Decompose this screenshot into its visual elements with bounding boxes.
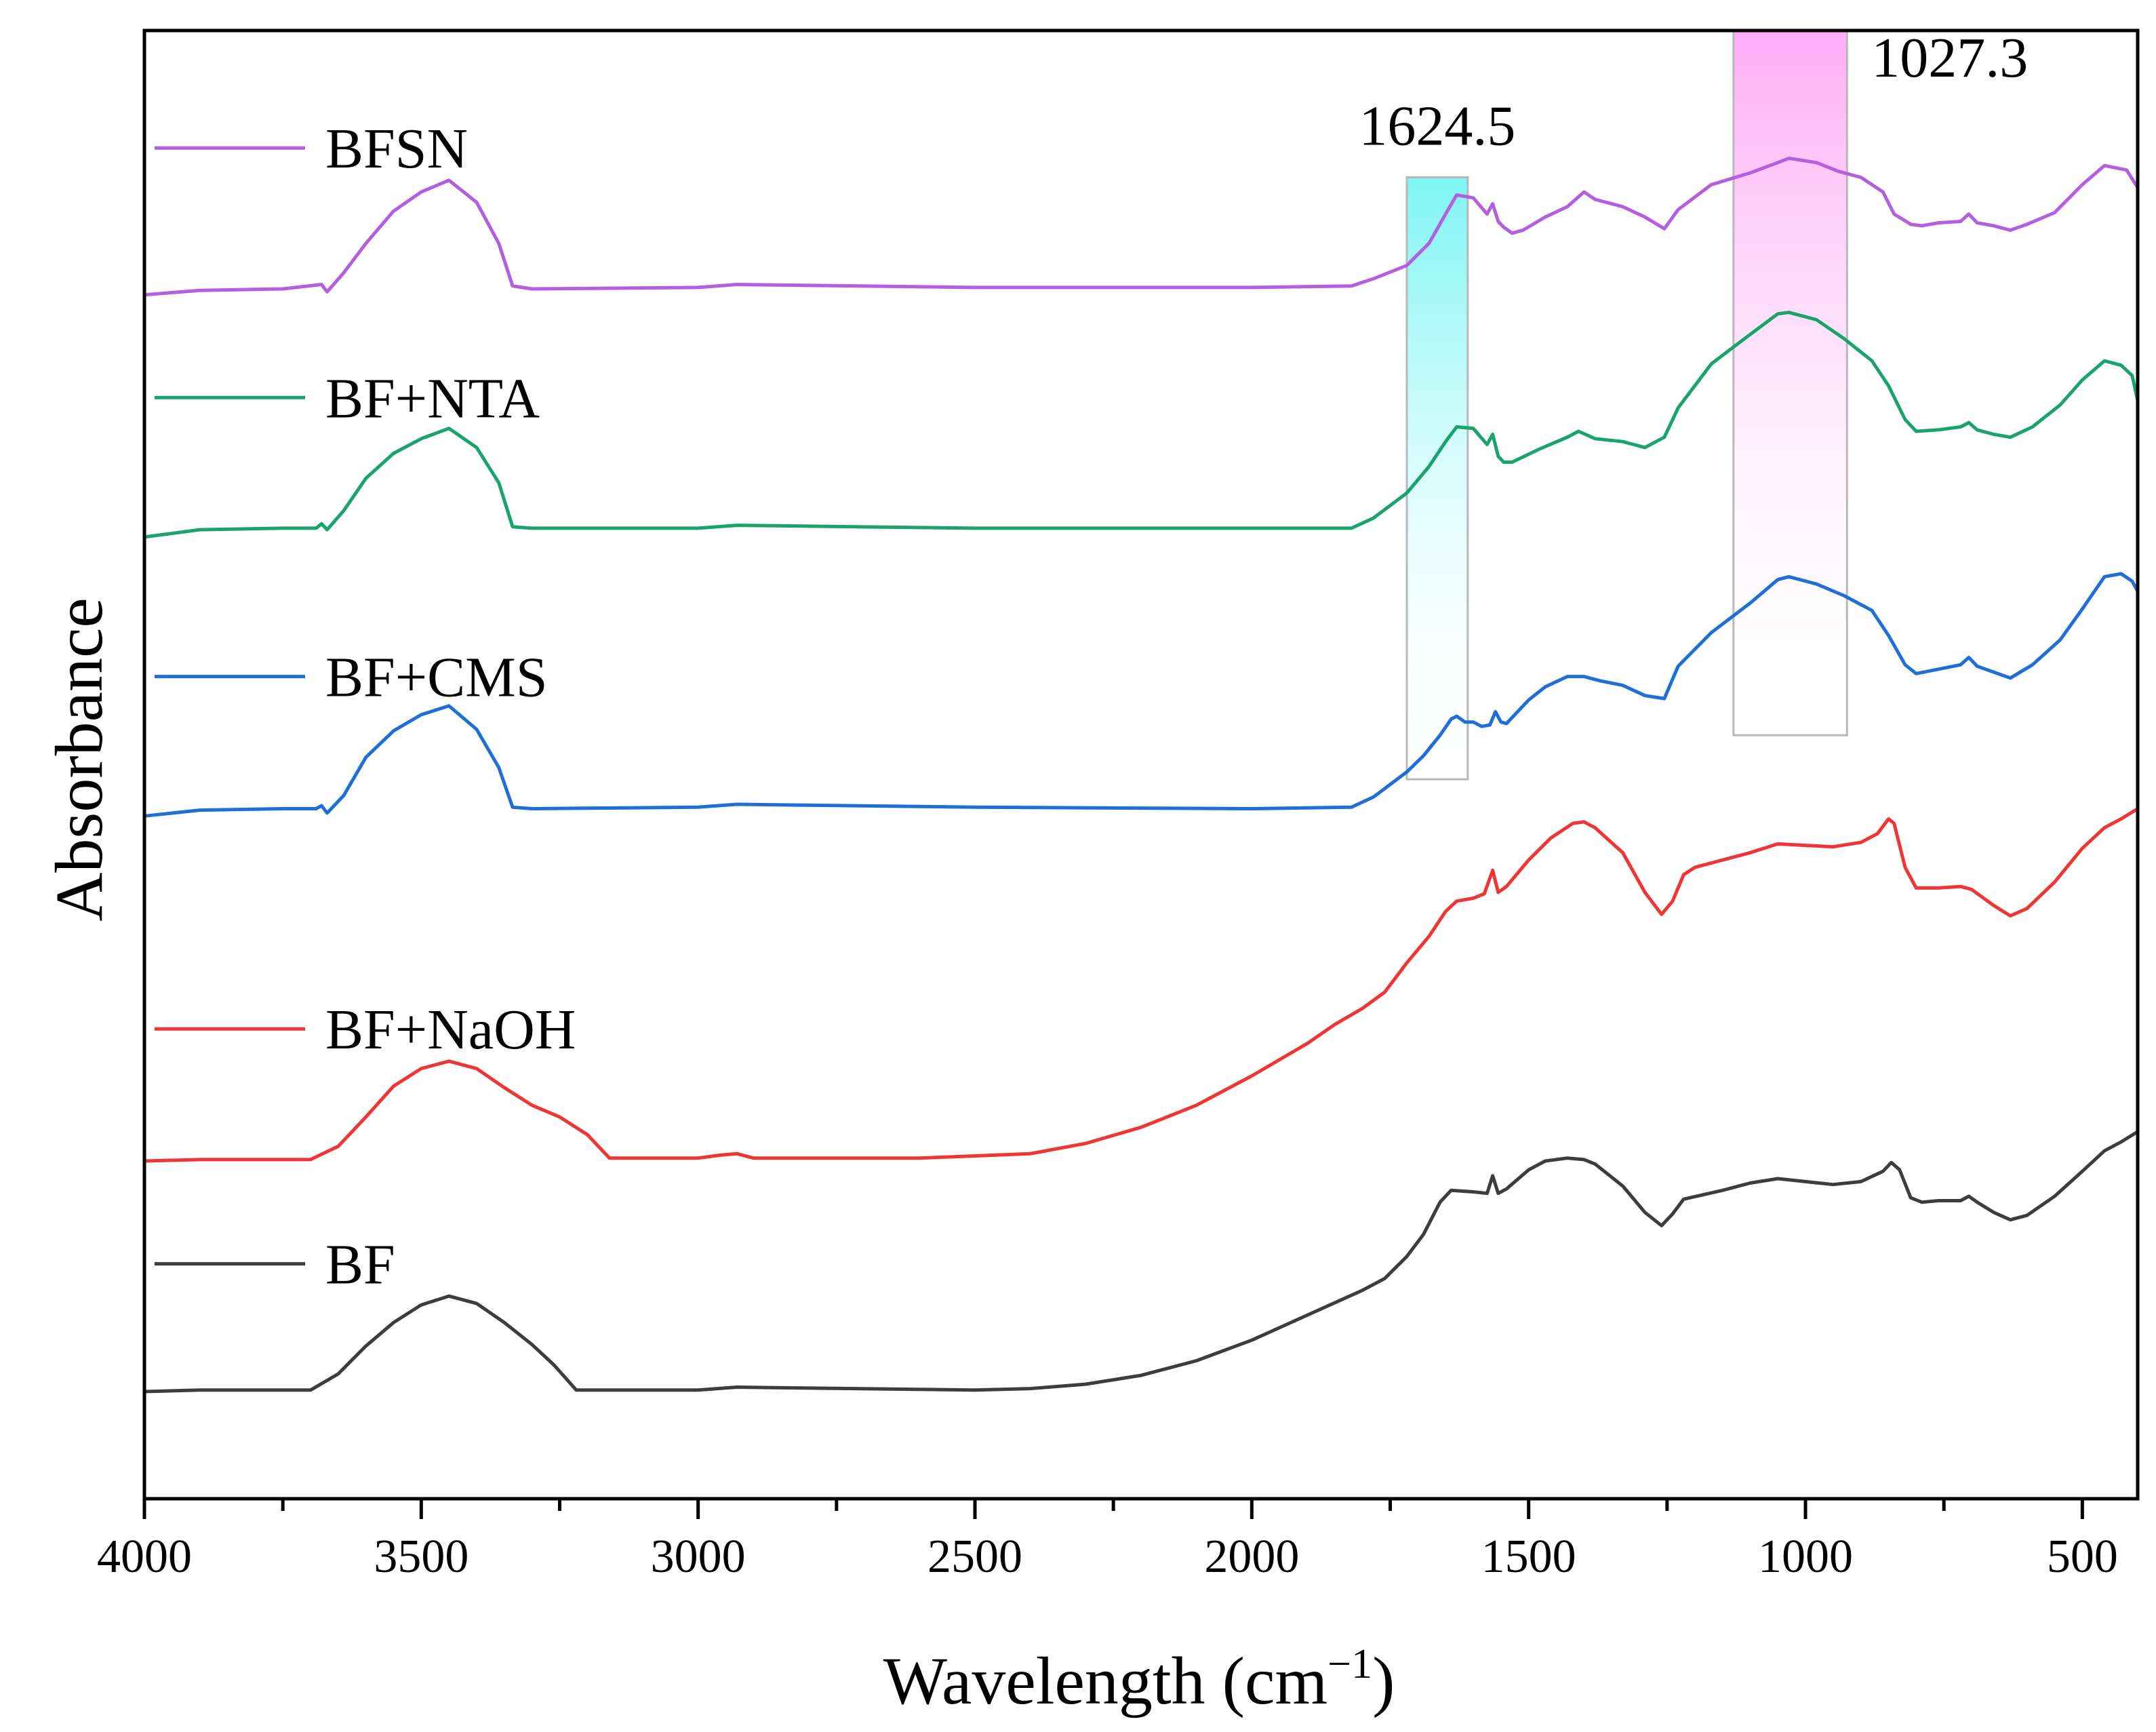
x-tick-label-3500: 3500 (374, 1531, 468, 1583)
highlight-band-1624-5 (1405, 176, 1469, 781)
series-line-bf-cms (142, 572, 2140, 818)
series-line-bf-naoh (142, 807, 2140, 1163)
x-axis-tick-labels: 4000 3500 3000 2500 2000 1500 1000 500 (97, 1531, 2118, 1583)
plot-frame (142, 28, 2140, 1501)
x-tick-label-4000: 4000 (97, 1531, 192, 1583)
series-line-bf (142, 1130, 2140, 1394)
spectra (142, 156, 2140, 1394)
x-tick-label-1000: 1000 (1758, 1531, 1853, 1583)
series-line-bf-nta (142, 311, 2140, 539)
band-label-1027-3: 1027.3 (1871, 26, 2028, 90)
legend-label-bfsn: BFSN (325, 117, 468, 180)
x-tick-label-2000: 2000 (1204, 1531, 1299, 1583)
legend-label-bf-cms: BF+CMS (325, 646, 548, 709)
legend-label-bf-naoh: BF+NaOH (325, 998, 576, 1061)
series-line-bfsn (142, 156, 2140, 297)
legend-item-bf-cms: BF+CMS (155, 646, 548, 709)
legend-item-bf: BF (155, 1234, 395, 1297)
x-axis-title-superscript: −1 (1327, 1641, 1372, 1687)
highlight-bands (1405, 29, 1848, 781)
legend-item-bfsn: BFSN (155, 117, 468, 180)
legend-label-bf: BF (325, 1234, 395, 1297)
legend: BFSN BF+NTA BF+CMS BF+NaOH BF (155, 117, 576, 1297)
y-axis-title: Absorbance (41, 597, 117, 922)
x-tick-label-2500: 2500 (927, 1531, 1022, 1583)
legend-label-bf-nta: BF+NTA (325, 367, 540, 430)
x-axis-title: Wavelength (cm−1) (883, 1641, 1395, 1718)
legend-item-bf-nta: BF+NTA (155, 367, 540, 430)
x-axis-ticks (142, 1499, 2084, 1519)
band-labels: 1624.5 1027.3 (1359, 26, 2028, 158)
x-tick-label-500: 500 (2047, 1531, 2118, 1583)
legend-item-bf-naoh: BF+NaOH (155, 998, 576, 1061)
band-label-1624-5: 1624.5 (1359, 95, 1515, 158)
highlight-band-1027-3 (1732, 29, 1848, 736)
x-tick-label-1500: 1500 (1481, 1531, 1576, 1583)
x-tick-label-3000: 3000 (651, 1531, 746, 1583)
x-axis-title-close: ) (1372, 1643, 1395, 1718)
